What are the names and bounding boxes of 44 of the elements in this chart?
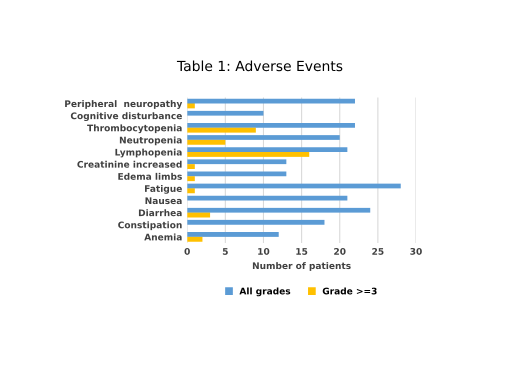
y-tick-label: Peripheral neuropathy [65, 100, 182, 109]
x-tick-label: 0 [184, 248, 190, 255]
bar [187, 196, 348, 201]
y-tick-label: Diarrhea [138, 209, 182, 216]
y-tick-label: Neutropenia [120, 136, 182, 146]
x-tick-label: 5 [222, 248, 228, 255]
bar [187, 176, 195, 182]
bar [187, 159, 286, 164]
x-tick-label: 25 [372, 248, 384, 255]
bar [187, 122, 355, 128]
bar [187, 232, 279, 237]
y-tick-label: Nausea [146, 197, 182, 204]
y-tick-label: Edema limbs [118, 172, 182, 180]
bar [187, 135, 340, 140]
x-tick-label: 10 [258, 248, 270, 255]
bar [187, 140, 226, 145]
legend-label: Grade >=3 [322, 287, 377, 294]
bar [187, 128, 256, 133]
x-axis-title: Number of patients [252, 262, 351, 271]
bar [187, 212, 210, 218]
bar [187, 152, 310, 157]
bar [187, 98, 355, 104]
bar [187, 147, 348, 152]
chart-title: Table 1: Adverse Events [176, 60, 342, 72]
y-tick-label: Constipation [118, 221, 182, 230]
y-tick-label: Cognitive disturbance [70, 112, 182, 122]
y-tick-label: Fatigue [145, 184, 182, 194]
bar [187, 208, 370, 213]
bar [187, 188, 195, 194]
bar [187, 164, 195, 170]
x-tick-label: 30 [410, 248, 422, 255]
bar [187, 104, 195, 108]
legend-label: All grades [239, 287, 290, 296]
bar [187, 220, 324, 225]
y-tick-label: Anemia [144, 233, 182, 240]
y-tick-label: Lymphopenia [115, 148, 182, 158]
y-tick-label: Creatinine increased [77, 160, 182, 168]
bar [187, 236, 202, 242]
bar [187, 184, 401, 188]
y-tick-label: Thrombocytopenia [87, 124, 182, 134]
x-tick-label: 20 [334, 248, 346, 255]
bar [187, 171, 286, 176]
bar [187, 110, 264, 116]
x-tick-label: 15 [296, 248, 308, 255]
